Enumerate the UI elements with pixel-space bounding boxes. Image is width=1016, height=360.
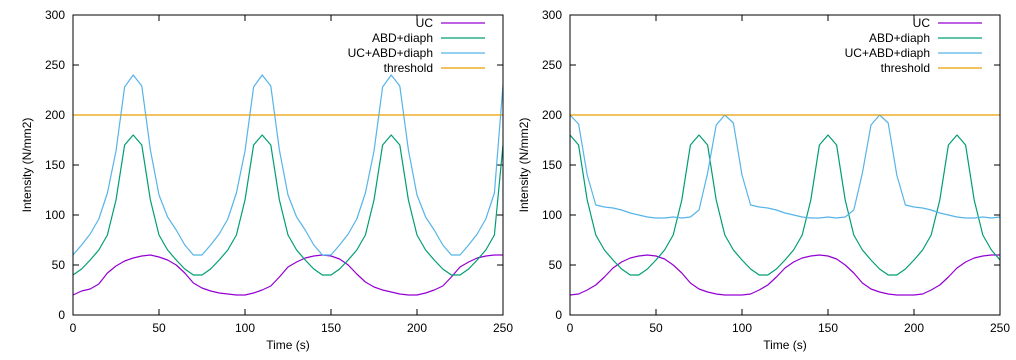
y-tick-label: 200 xyxy=(45,108,65,122)
y-tick-label: 50 xyxy=(52,258,66,272)
legend-label: UC+ABD+diaph xyxy=(348,46,433,60)
legend-label: threshold xyxy=(384,61,433,75)
x-tick-label: 150 xyxy=(818,321,838,335)
y-tick-label: 0 xyxy=(555,308,562,322)
legend-label: threshold xyxy=(881,61,930,75)
x-tick-label: 0 xyxy=(70,321,77,335)
y-tick-label: 250 xyxy=(542,58,562,72)
x-axis-label: Time (s) xyxy=(266,338,310,352)
x-tick-label: 200 xyxy=(904,321,924,335)
x-tick-label: 50 xyxy=(152,321,166,335)
x-tick-label: 200 xyxy=(407,321,427,335)
left-chart: 0 50 100 150 200 250 0 50 100 150 200 250 300 UCABD+d… xyxy=(20,8,513,352)
y-tick-label: 150 xyxy=(542,158,562,172)
plot-frame xyxy=(569,14,1001,316)
legend-label: UC xyxy=(913,16,931,30)
right-chart: 0 50 100 150 200 250 0 50 100 150 200 250 300 UCABD+d… xyxy=(517,8,1010,352)
y-tick-label: 300 xyxy=(542,8,562,22)
x-tick-label: 250 xyxy=(493,321,513,335)
x-tick-label: 0 xyxy=(567,321,574,335)
series-line-abd-diaph xyxy=(569,134,1001,276)
y-tick-label: 300 xyxy=(45,8,65,22)
x-tick-label: 100 xyxy=(732,321,752,335)
x-tick-label: 50 xyxy=(649,321,663,335)
series-line-abd-diaph xyxy=(72,134,504,276)
x-tick-label: 150 xyxy=(321,321,341,335)
legend-label: ABD+diaph xyxy=(372,31,433,45)
y-tick-label: 100 xyxy=(542,208,562,222)
series-line-uc xyxy=(569,254,1000,296)
y-tick-label: 200 xyxy=(542,108,562,122)
series-line-uc-abd-diaph xyxy=(72,74,504,256)
y-axis-label: Intensity (N/mm2) xyxy=(20,118,34,213)
legend-label: ABD+diaph xyxy=(869,31,930,45)
y-axis-label: Intensity (N/mm2) xyxy=(517,118,531,213)
legend-label: UC+ABD+diaph xyxy=(845,46,930,60)
y-tick-label: 150 xyxy=(45,158,65,172)
y-tick-label: 50 xyxy=(549,258,563,272)
y-tick-label: 0 xyxy=(58,308,65,322)
legend-label: UC xyxy=(416,16,434,30)
series-line-uc xyxy=(72,254,503,296)
plot-frame xyxy=(72,14,504,316)
series-line-uc-abd-diaph xyxy=(569,114,1001,219)
x-tick-label: 100 xyxy=(235,321,255,335)
x-axis-label: Time (s) xyxy=(763,338,807,352)
y-tick-label: 100 xyxy=(45,208,65,222)
x-tick-label: 250 xyxy=(990,321,1010,335)
y-tick-label: 250 xyxy=(45,58,65,72)
